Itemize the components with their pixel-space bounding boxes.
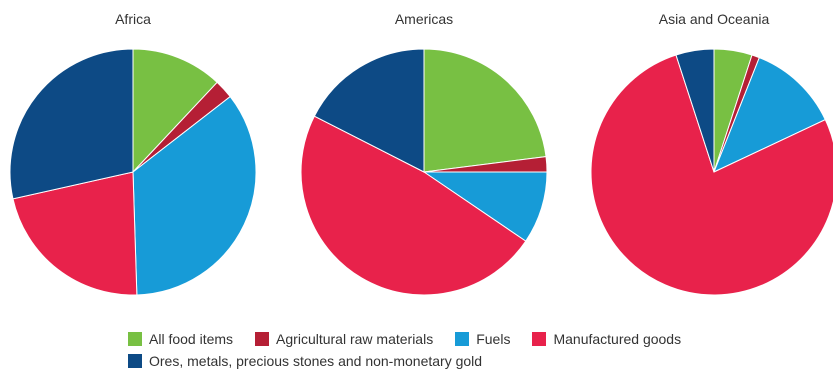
legend-swatch-manufactured [532,332,547,346]
legend-item-manufactured: Manufactured goods [532,328,681,350]
pie-title: Americas [395,11,453,27]
pie-americas: Americas [300,11,548,296]
legend-label-food: All food items [149,331,234,347]
pie-slice-ores-metals-precious-stones-and-non-monetary-gold [675,48,715,173]
pie-title: Africa [115,11,151,27]
legend-item-agricultural: Agricultural raw materials [255,328,433,350]
legend-label-fuels: Fuels [476,331,511,347]
legend-swatch-fuels [455,332,470,346]
pie-asia-and-oceania: Asia and Oceania [590,11,833,296]
legend-label-ores: Ores, metals, precious stones and non-mo… [149,353,483,369]
legend-row-2: Ores, metals, precious stones and non-mo… [128,350,818,372]
legend-row-1: All food items Agricultural raw material… [128,328,818,350]
pie-slice-all-food-items [423,48,547,173]
legend-label-manufactured: Manufactured goods [553,331,682,347]
legend-swatch-food [128,332,142,346]
pie-slice-ores-metals-precious-stones-and-non-monetary-gold [313,48,425,173]
legend: All food items Agricultural raw material… [128,328,818,372]
pie-slice-all-food-items [132,48,218,174]
legend-swatch-ores [128,354,142,368]
legend-swatch-agricultural [255,332,270,346]
legend-item-ores: Ores, metals, precious stones and non-mo… [128,350,482,372]
pie-slice-manufactured-goods [300,115,527,296]
pie-africa: Africa [9,11,257,296]
legend-label-agricultural: Agricultural raw materials [276,331,434,347]
legend-item-food: All food items [128,328,233,350]
pie-slice-fuels [713,56,826,173]
pie-slice-ores-metals-precious-stones-and-non-monetary-gold [9,48,134,200]
pie-slice-fuels [132,95,257,296]
pie-slice-manufactured-goods [12,171,138,296]
pie-title: Asia and Oceania [659,11,770,27]
legend-item-fuels: Fuels [455,328,510,350]
